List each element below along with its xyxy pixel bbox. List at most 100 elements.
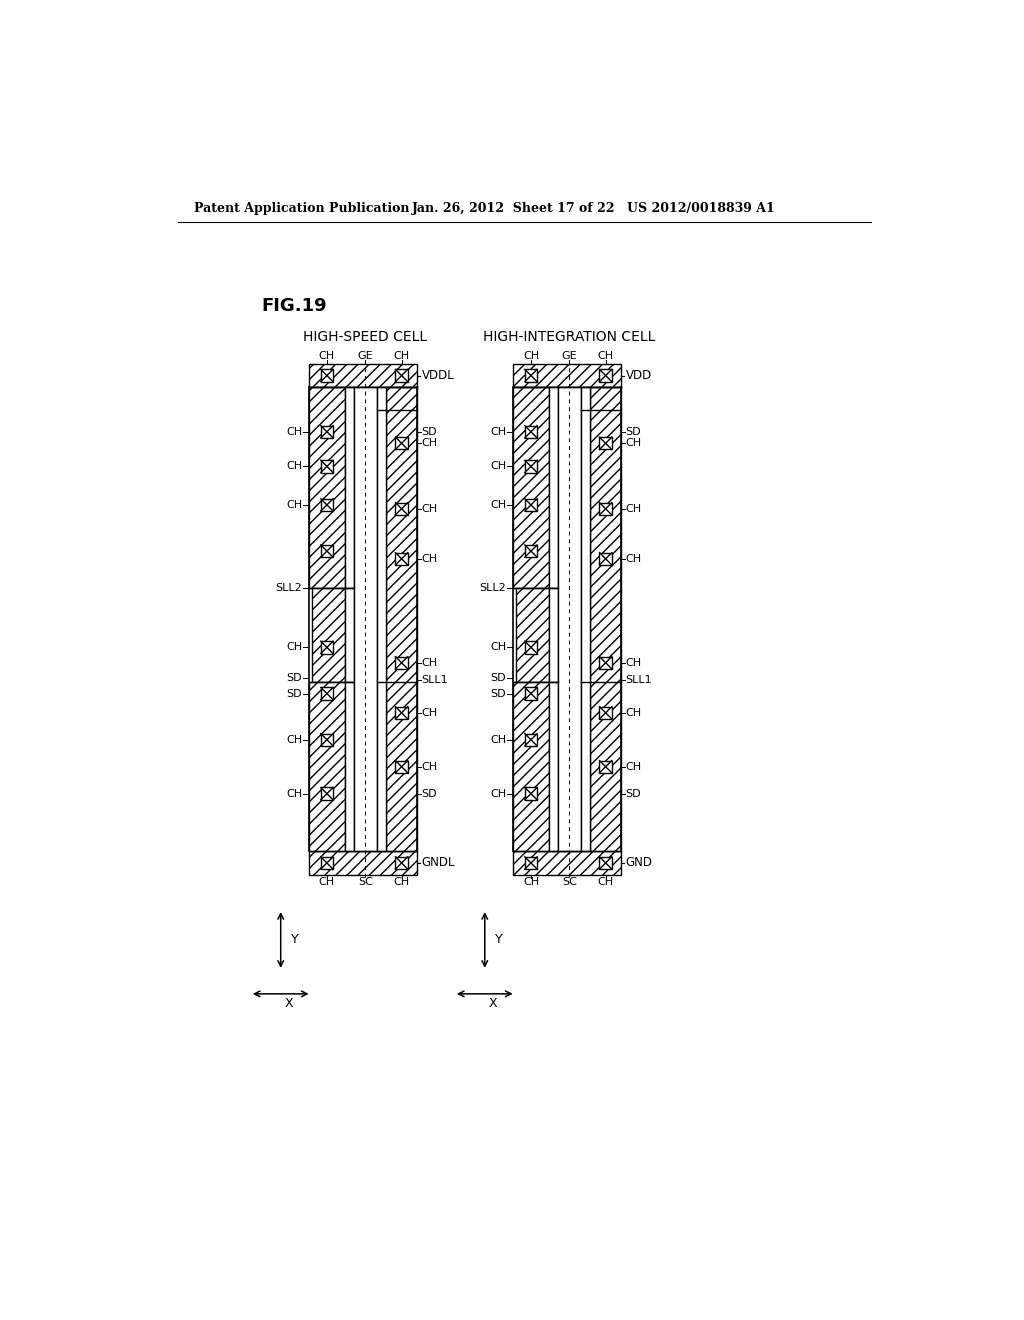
Bar [524, 370, 538, 381]
Bar [321, 425, 333, 438]
Bar [345, 682, 354, 851]
Text: CH: CH [490, 500, 506, 510]
Text: SD: SD [422, 788, 437, 799]
Bar [549, 387, 558, 589]
Text: SD: SD [422, 426, 437, 437]
Bar [309, 387, 345, 589]
Text: CH: CH [286, 462, 302, 471]
Text: CH: CH [286, 643, 302, 652]
Text: CH: CH [626, 504, 642, 513]
Text: CH: CH [422, 762, 437, 772]
Text: CH: CH [490, 735, 506, 744]
Bar [321, 461, 333, 473]
Text: CH: CH [286, 788, 302, 799]
Bar [549, 589, 558, 682]
Bar [513, 364, 621, 387]
Text: SD: SD [490, 689, 506, 698]
Bar [599, 760, 611, 774]
Text: CH: CH [626, 762, 642, 772]
Text: FIG.19: FIG.19 [261, 297, 327, 315]
Bar [321, 788, 333, 800]
Text: CH: CH [393, 878, 410, 887]
Bar [524, 545, 538, 557]
Bar [395, 706, 408, 719]
Bar [321, 642, 333, 653]
Text: CH: CH [318, 878, 335, 887]
Text: CH: CH [598, 351, 613, 362]
Text: SD: SD [626, 426, 641, 437]
Text: SD: SD [626, 788, 641, 799]
Bar [321, 688, 333, 700]
Text: CH: CH [523, 351, 539, 362]
Bar [321, 734, 333, 746]
Bar [524, 642, 538, 653]
Bar [524, 688, 538, 700]
Text: SC: SC [562, 878, 577, 887]
Bar [513, 387, 549, 589]
Bar [395, 857, 408, 869]
Bar [549, 682, 558, 851]
Bar [321, 499, 333, 511]
Text: SD: SD [490, 673, 506, 684]
Text: Patent Application Publication: Patent Application Publication [194, 202, 410, 215]
Text: CH: CH [490, 643, 506, 652]
Text: SLL1: SLL1 [626, 675, 652, 685]
Bar [321, 370, 333, 381]
Bar [345, 387, 354, 589]
Bar [590, 387, 621, 851]
Bar [312, 589, 345, 682]
Text: GE: GE [357, 351, 373, 362]
Text: SLL2: SLL2 [479, 583, 506, 593]
Text: CH: CH [422, 504, 437, 513]
Bar [386, 387, 417, 851]
Text: CH: CH [490, 788, 506, 799]
Bar [513, 851, 621, 875]
Bar [516, 589, 549, 682]
Text: Y: Y [291, 933, 298, 946]
Text: US 2012/0018839 A1: US 2012/0018839 A1 [628, 202, 775, 215]
Bar [377, 387, 386, 851]
Bar [354, 387, 377, 851]
Text: VDDL: VDDL [422, 370, 455, 381]
Text: CH: CH [286, 426, 302, 437]
Bar [345, 589, 354, 682]
Bar [395, 437, 408, 449]
Text: SD: SD [287, 689, 302, 698]
Bar [395, 370, 408, 381]
Bar [513, 682, 549, 851]
Text: CH: CH [422, 438, 437, 449]
Text: CH: CH [626, 708, 642, 718]
Bar [524, 499, 538, 511]
Text: CH: CH [286, 500, 302, 510]
Text: SC: SC [358, 878, 373, 887]
Text: CH: CH [422, 657, 437, 668]
Bar [599, 553, 611, 565]
Bar [321, 545, 333, 557]
Bar [599, 857, 611, 869]
Text: CH: CH [490, 462, 506, 471]
Bar [321, 857, 333, 869]
Bar [524, 857, 538, 869]
Text: SLL1: SLL1 [422, 675, 449, 685]
Bar [395, 553, 408, 565]
Text: X: X [488, 998, 498, 1010]
Text: CH: CH [422, 554, 437, 564]
Text: CH: CH [393, 351, 410, 362]
Bar [309, 682, 345, 851]
Bar [524, 461, 538, 473]
Text: Y: Y [495, 933, 503, 946]
Bar [599, 503, 611, 515]
Bar [581, 387, 590, 851]
Text: GNDL: GNDL [422, 857, 455, 870]
Text: VDD: VDD [626, 370, 652, 381]
Bar [395, 656, 408, 669]
Text: CH: CH [598, 878, 613, 887]
Text: CH: CH [490, 426, 506, 437]
Text: HIGH-SPEED CELL: HIGH-SPEED CELL [303, 330, 427, 345]
Text: Jan. 26, 2012  Sheet 17 of 22: Jan. 26, 2012 Sheet 17 of 22 [412, 202, 615, 215]
Text: HIGH-INTEGRATION CELL: HIGH-INTEGRATION CELL [483, 330, 655, 345]
Bar [558, 387, 581, 851]
Bar [599, 370, 611, 381]
Text: CH: CH [523, 878, 539, 887]
Bar [395, 760, 408, 774]
